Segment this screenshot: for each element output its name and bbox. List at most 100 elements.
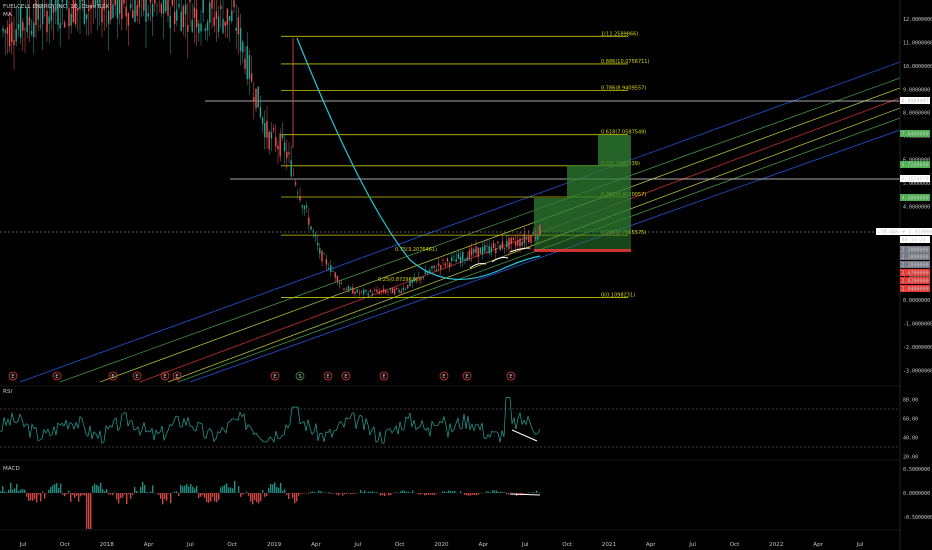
price-candle: [233, 0, 235, 8]
macd-histogram-bar: [72, 493, 74, 496]
price-candle: [426, 272, 429, 274]
price-candle: [451, 257, 453, 261]
macd-histogram-bar: [448, 490, 450, 493]
macd-histogram-bar: [248, 493, 250, 496]
price-candle: [503, 247, 506, 249]
earnings-marker[interactable]: [439, 371, 449, 381]
price-tick-label: 10.0000000: [903, 64, 932, 70]
macd-histogram-bar: [454, 490, 456, 493]
earnings-marker[interactable]: [341, 371, 351, 381]
price-candle: [15, 29, 17, 42]
macd-histogram-bar: [190, 484, 192, 493]
earnings-marker[interactable]: [323, 371, 333, 381]
price-candle: [409, 280, 411, 286]
macd-histogram-bar: [396, 492, 398, 493]
macd-histogram-bar: [206, 493, 208, 503]
macd-tick-label: 0.0000000: [903, 491, 930, 497]
earnings-marker[interactable]: [108, 371, 118, 381]
earnings-marker-label: E: [135, 374, 139, 380]
price-badge-label: 4.4000000: [902, 196, 929, 202]
earnings-marker[interactable]: [270, 371, 280, 381]
macd-histogram-bar: [406, 491, 408, 493]
macd-histogram-bar: [36, 493, 38, 503]
macd-histogram-bar: [320, 491, 322, 493]
macd-histogram-bar: [62, 493, 64, 495]
price-candle: [514, 242, 517, 246]
macd-histogram-bar: [292, 493, 294, 499]
price-candle: [228, 16, 231, 21]
macd-histogram-bar: [176, 491, 178, 493]
macd-histogram-bar: [478, 493, 480, 495]
price-tick-label: 5.0000000: [903, 181, 930, 187]
price-candle: [24, 28, 26, 30]
macd-histogram-bar: [10, 482, 12, 493]
earnings-marker[interactable]: [8, 371, 18, 381]
rsi-line: [0, 397, 541, 444]
price-candle: [26, 7, 28, 33]
macd-histogram-bar: [380, 493, 382, 496]
price-candle: [475, 246, 477, 254]
macd-histogram-bar: [404, 491, 406, 493]
price-candle: [378, 291, 380, 294]
macd-histogram-bar: [246, 491, 248, 493]
macd-histogram-bar: [98, 486, 100, 493]
trend-annotation: [469, 263, 487, 269]
price-candle: [270, 131, 273, 139]
macd-histogram-bar: [368, 491, 370, 493]
price-tick-label: 11.0000000: [903, 40, 932, 46]
time-tick-label: Apr: [479, 542, 489, 548]
earnings-marker[interactable]: [52, 371, 62, 381]
macd-histogram-bar: [518, 493, 520, 495]
ma-indicator-label[interactable]: MA: [3, 12, 12, 18]
macd-histogram-bar: [472, 493, 474, 495]
earnings-marker[interactable]: [462, 371, 472, 381]
price-candle: [510, 237, 512, 244]
macd-histogram-bar: [280, 482, 282, 493]
macd-histogram-bar: [4, 491, 6, 493]
price-candle: [261, 117, 264, 124]
price-candle: [407, 284, 409, 289]
price-candle: [457, 253, 460, 259]
macd-histogram-bar: [28, 493, 30, 501]
price-candle: [486, 245, 488, 247]
earnings-marker[interactable]: [172, 371, 182, 381]
price-candle: [437, 263, 440, 266]
price-candle: [424, 270, 427, 275]
price-candle: [22, 22, 24, 31]
macd-histogram-bar: [112, 493, 114, 495]
earnings-marker[interactable]: [160, 371, 170, 381]
earnings-marker[interactable]: [132, 371, 142, 381]
price-candle: [338, 282, 341, 284]
macd-histogram-bar: [436, 493, 438, 494]
price-badge-label: 2.0400000: [902, 287, 929, 293]
macd-histogram-bar: [528, 492, 530, 493]
macd-histogram-bar: [194, 488, 196, 493]
price-badge: [900, 285, 930, 292]
macd-histogram-bar: [486, 491, 488, 493]
price-candle: [360, 290, 363, 292]
price-candle: [101, 7, 103, 23]
price-candle: [418, 276, 420, 278]
macd-histogram-bar: [400, 491, 402, 493]
macd-histogram-bar: [444, 491, 446, 493]
macd-histogram-bar: [426, 493, 428, 495]
macd-histogram-bar: [262, 490, 264, 493]
price-candle: [404, 288, 407, 290]
price-candle: [453, 255, 455, 257]
macd-histogram-bar: [250, 493, 252, 502]
macd-histogram-bar: [88, 493, 90, 529]
price-candle: [138, 0, 141, 8]
price-candle: [244, 58, 246, 69]
price-candle: [468, 250, 471, 260]
earnings-marker[interactable]: [295, 371, 305, 381]
price-candle: [248, 55, 251, 79]
price-candle: [279, 133, 281, 157]
horizontal-lines: [0, 100, 900, 233]
earnings-marker[interactable]: [379, 371, 389, 381]
price-candle: [231, 10, 233, 22]
earnings-marker[interactable]: [506, 371, 516, 381]
macd-histogram-bar: [286, 493, 288, 496]
